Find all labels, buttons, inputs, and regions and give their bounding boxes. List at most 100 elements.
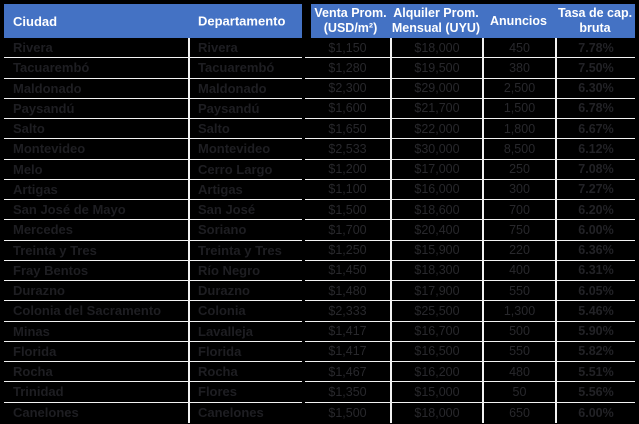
cell-tasa: 6.00% xyxy=(555,402,635,423)
cell-alquiler: $16,200 xyxy=(390,362,482,383)
col-header-tasa: Tasa de cap. bruta xyxy=(555,4,635,38)
col-header-anuncios: Anuncios xyxy=(482,4,555,38)
cell-venta: $1,250 xyxy=(305,241,390,261)
cell-departamento: Paysandú xyxy=(188,98,302,119)
cell-alquiler: $29,000 xyxy=(390,78,482,99)
col-header-ciudad: Ciudad xyxy=(13,13,58,29)
col-header-anuncios-label: Anuncios xyxy=(490,13,547,28)
cell-departamento: Artigas xyxy=(188,179,302,200)
cell-ciudad: Florida xyxy=(4,342,188,362)
cell-anuncios: 550 xyxy=(482,341,555,362)
table-row: Florida Florida $1,417 $16,500 550 5.82% xyxy=(4,341,635,362)
col-header-tasa-line2: bruta xyxy=(579,21,611,35)
cell-tasa: 7.78% xyxy=(555,38,635,59)
cell-tasa: 6.12% xyxy=(555,139,635,160)
cell-tasa: 6.20% xyxy=(555,200,635,221)
cell-ciudad: San José de Mayo xyxy=(4,200,188,221)
cell-tasa: 6.67% xyxy=(555,119,635,140)
cell-venta: $1,500 xyxy=(305,200,390,221)
cell-departamento: Lavalleja xyxy=(188,321,302,342)
cell-ciudad: Fray Bentos xyxy=(4,261,188,281)
cell-tasa: 6.36% xyxy=(555,240,635,261)
cell-alquiler: $18,000 xyxy=(390,38,482,59)
cell-tasa: 7.08% xyxy=(555,159,635,180)
cell-departamento: Durazno xyxy=(188,281,302,302)
header-block-right: Venta Prom. (USD/m²) Alquiler Prom. Mens… xyxy=(311,4,635,38)
table-row: Artigas Artigas $1,100 $16,000 300 7.27% xyxy=(4,179,635,200)
cell-alquiler: $17,000 xyxy=(390,159,482,180)
cell-anuncios: 220 xyxy=(482,240,555,261)
cell-tasa: 6.30% xyxy=(555,78,635,99)
cell-ciudad: Trinidad xyxy=(4,382,188,403)
table-row: Rocha Rocha $1,467 $16,200 480 5.51% xyxy=(4,362,635,383)
col-header-departamento: Departamento xyxy=(198,13,286,29)
cell-anuncios: 300 xyxy=(482,179,555,200)
cell-venta: $1,150 xyxy=(305,38,390,59)
cell-ciudad: Montevideo xyxy=(4,139,188,160)
table-row: Fray Bentos Río Negro $1,450 $18,300 400 6.31… xyxy=(4,260,635,281)
cell-departamento: Canelones xyxy=(188,402,302,423)
cell-tasa: 5.90% xyxy=(555,321,635,342)
cell-ciudad: Minas xyxy=(4,322,188,342)
cell-ciudad: Mercedes xyxy=(4,220,188,241)
cell-ciudad: Treinta y Tres xyxy=(4,241,188,261)
table-row: Maldonado Maldonado $2,300 $29,000 2,500 6.30… xyxy=(4,78,635,99)
cell-anuncios: 1,300 xyxy=(482,301,555,322)
cell-departamento: Cerro Largo xyxy=(188,159,302,180)
cell-alquiler: $18,300 xyxy=(390,260,482,281)
cell-venta: $2,333 xyxy=(305,301,390,322)
cell-departamento: Treinta y Tres xyxy=(188,240,302,261)
cell-tasa: 6.00% xyxy=(555,220,635,241)
cell-departamento: Tacuarembó xyxy=(188,58,302,79)
table-row: Canelones Canelones $1,500 $18,000 650 6.00% xyxy=(4,402,635,423)
col-header-alquiler: Alquiler Prom. Mensual (UYU) xyxy=(390,4,482,38)
header-block-left: Ciudad Departamento xyxy=(4,4,302,38)
cell-venta: $1,100 xyxy=(305,180,390,200)
col-header-venta-line1: Venta Prom. xyxy=(314,6,387,20)
cell-venta: $2,533 xyxy=(305,139,390,160)
cell-anuncios: 500 xyxy=(482,321,555,342)
table-row: Rivera Rivera $1,150 $18,000 450 7.78% xyxy=(4,38,635,59)
real-estate-table: Ciudad Departamento Venta Prom. (USD/m²)… xyxy=(4,4,635,423)
cell-tasa: 7.27% xyxy=(555,179,635,200)
table-row: Minas Lavalleja $1,417 $16,700 500 5.90% xyxy=(4,321,635,342)
cell-departamento: Soriano xyxy=(188,220,302,241)
cell-anuncios: 700 xyxy=(482,200,555,221)
cell-venta: $1,650 xyxy=(305,119,390,140)
cell-ciudad: Paysandú xyxy=(4,99,188,119)
cell-anuncios: 450 xyxy=(482,38,555,59)
cell-departamento: Flores xyxy=(188,382,302,403)
cell-alquiler: $16,500 xyxy=(390,341,482,362)
col-header-alquiler-line2: Mensual (UYU) xyxy=(391,21,481,35)
cell-alquiler: $21,700 xyxy=(390,98,482,119)
cell-departamento: Rivera xyxy=(188,38,302,59)
cell-alquiler: $17,900 xyxy=(390,281,482,302)
cell-ciudad: Colonia del Sacramento xyxy=(4,301,188,322)
cell-venta: $1,450 xyxy=(305,261,390,281)
cell-venta: $1,600 xyxy=(305,99,390,119)
cell-ciudad: Rocha xyxy=(4,362,188,383)
cell-venta: $1,417 xyxy=(305,322,390,342)
table-row: Mercedes Soriano $1,700 $20,400 750 6.00% xyxy=(4,220,635,241)
table-row: Tacuarembó Tacuarembó $1,280 $19,500 380 7.50… xyxy=(4,58,635,79)
table-body: Rivera Rivera $1,150 $18,000 450 7.78% Tacuare… xyxy=(4,38,635,423)
cell-alquiler: $22,000 xyxy=(390,119,482,140)
cell-anuncios: 2,500 xyxy=(482,78,555,99)
table-header: Ciudad Departamento Venta Prom. (USD/m²)… xyxy=(4,4,635,38)
cell-departamento: Maldonado xyxy=(188,78,302,99)
table-row: Melo Cerro Largo $1,200 $17,000 250 7.08% xyxy=(4,159,635,180)
cell-departamento: Montevideo xyxy=(188,139,302,160)
cell-alquiler: $16,700 xyxy=(390,321,482,342)
cell-ciudad: Melo xyxy=(4,160,188,180)
cell-alquiler: $20,400 xyxy=(390,220,482,241)
cell-tasa: 5.82% xyxy=(555,341,635,362)
cell-anuncios: 8,500 xyxy=(482,139,555,160)
cell-ciudad: Canelones xyxy=(13,405,79,421)
cell-venta: $1,200 xyxy=(305,160,390,180)
cell-venta: $1,500 xyxy=(328,405,367,420)
cell-alquiler: $19,500 xyxy=(390,58,482,79)
table-row: Trinidad Flores $1,350 $15,000 50 5.56% xyxy=(4,382,635,403)
cell-venta: $1,350 xyxy=(305,382,390,403)
cell-ciudad: Maldonado xyxy=(4,79,188,99)
cell-alquiler: $30,000 xyxy=(390,139,482,160)
